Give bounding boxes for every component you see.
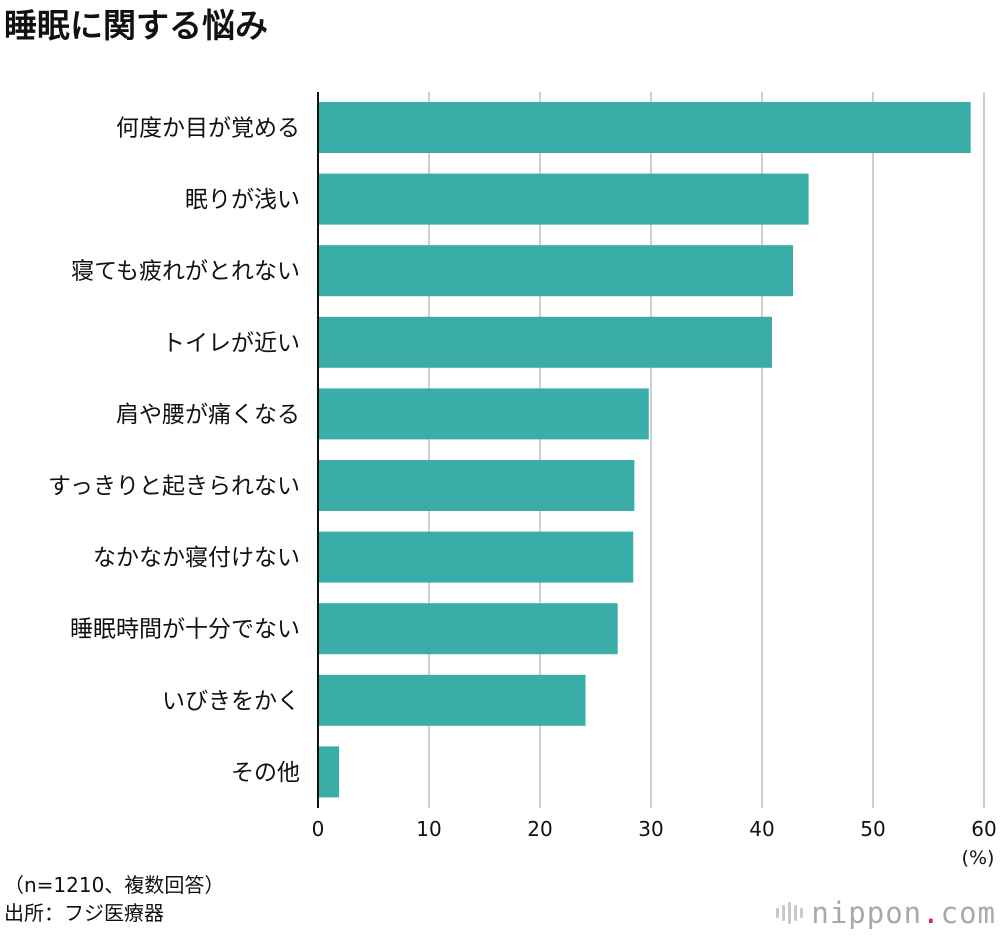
bar: [318, 674, 586, 726]
bar: [318, 388, 649, 440]
category-label: いびきをかく: [162, 688, 300, 714]
bar: [318, 603, 618, 655]
logo-wordmark: nippon.com: [811, 896, 996, 930]
x-tick-labels: 0 10 20 30 40 50 60: [312, 817, 997, 841]
bar: [318, 173, 809, 225]
category-label: 眠りが浅い: [185, 187, 300, 213]
category-label: 肩や腰が痛くなる: [116, 402, 300, 428]
nippon-logo: nippon.com: [776, 895, 996, 931]
category-labels: 何度か目が覚める眠りが浅い寝ても疲れがとれないトイレが近い肩や腰が痛くなるすっき…: [48, 116, 300, 786]
x-axis-unit-label: (%): [962, 847, 995, 869]
logo-name: nippon: [811, 896, 923, 930]
x-tick-label: 50: [860, 817, 885, 841]
category-label: 寝ても疲れがとれない: [71, 259, 300, 285]
x-tick-label: 60: [971, 817, 996, 841]
logo-dot: .: [922, 896, 941, 930]
category-label: 何度か目が覚める: [116, 116, 300, 142]
x-tick-label: 20: [527, 817, 552, 841]
x-tick-label: 10: [416, 817, 441, 841]
bar: [318, 531, 634, 583]
bar: [318, 245, 794, 297]
x-tick-label: 0: [312, 817, 325, 841]
logo-suffix: com: [940, 896, 996, 930]
category-label: その他: [231, 760, 300, 786]
x-tick-label: 30: [638, 817, 663, 841]
bar: [318, 102, 971, 153]
bar: [318, 316, 772, 368]
source-note: 出所：フジ医療器: [4, 901, 164, 925]
sample-note: （n=1210、複数回答）: [4, 873, 225, 897]
category-label: すっきりと起きられない: [48, 474, 300, 500]
category-label: なかなか寝付けない: [93, 545, 300, 571]
category-label: トイレが近い: [162, 330, 300, 356]
category-label: 睡眠時間が十分でない: [70, 617, 300, 643]
nippon-logo-icon: [776, 901, 804, 925]
bars: [318, 102, 971, 798]
bar: [318, 460, 635, 511]
bar: [318, 746, 340, 798]
chart-title: 睡眠に関する悩み: [4, 6, 268, 45]
x-tick-label: 40: [749, 817, 774, 841]
